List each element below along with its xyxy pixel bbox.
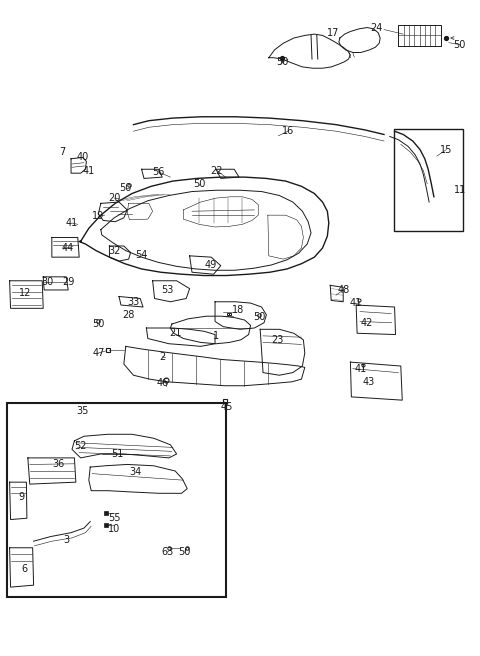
Text: 50: 50 bbox=[193, 178, 205, 189]
Text: 12: 12 bbox=[19, 287, 31, 298]
Text: 41: 41 bbox=[83, 165, 95, 176]
Text: 22: 22 bbox=[211, 165, 223, 176]
Text: 16: 16 bbox=[282, 126, 294, 136]
Text: 41: 41 bbox=[355, 364, 367, 375]
Text: 50: 50 bbox=[454, 39, 466, 50]
Text: 45: 45 bbox=[220, 401, 233, 412]
Text: 51: 51 bbox=[111, 449, 124, 459]
Text: 35: 35 bbox=[76, 406, 89, 417]
Text: 50: 50 bbox=[92, 319, 105, 329]
Text: 17: 17 bbox=[327, 28, 340, 38]
Text: 23: 23 bbox=[271, 335, 284, 345]
Text: 20: 20 bbox=[108, 193, 120, 203]
Text: 21: 21 bbox=[169, 328, 181, 338]
Text: 63: 63 bbox=[161, 547, 173, 558]
Text: 1: 1 bbox=[213, 331, 219, 341]
Text: 34: 34 bbox=[129, 467, 142, 478]
Text: 19: 19 bbox=[92, 211, 105, 222]
Text: 55: 55 bbox=[108, 513, 120, 523]
Text: 49: 49 bbox=[204, 260, 216, 270]
Text: 41: 41 bbox=[349, 298, 361, 308]
Text: 30: 30 bbox=[41, 277, 53, 287]
Text: 9: 9 bbox=[19, 492, 24, 502]
Text: 47: 47 bbox=[92, 348, 105, 358]
Text: 42: 42 bbox=[361, 318, 373, 328]
Text: 40: 40 bbox=[76, 152, 89, 163]
Text: 43: 43 bbox=[362, 377, 375, 387]
Text: 56: 56 bbox=[152, 167, 165, 177]
Text: 6: 6 bbox=[21, 564, 27, 574]
Text: 24: 24 bbox=[371, 23, 383, 33]
Text: 7: 7 bbox=[59, 147, 66, 157]
Text: 2: 2 bbox=[159, 352, 166, 362]
Text: 52: 52 bbox=[74, 441, 87, 451]
Text: 15: 15 bbox=[440, 144, 453, 155]
Text: 54: 54 bbox=[135, 249, 148, 260]
Bar bbox=[394, 129, 463, 231]
Text: 50: 50 bbox=[120, 182, 132, 193]
Text: 11: 11 bbox=[454, 185, 466, 195]
Text: 33: 33 bbox=[127, 297, 140, 307]
Text: 53: 53 bbox=[161, 285, 173, 295]
Text: 41: 41 bbox=[66, 218, 78, 228]
Text: 44: 44 bbox=[61, 243, 73, 253]
Text: 32: 32 bbox=[108, 245, 120, 256]
Text: 50: 50 bbox=[276, 57, 288, 68]
Text: 3: 3 bbox=[63, 535, 69, 545]
Text: 28: 28 bbox=[122, 310, 135, 320]
Text: 10: 10 bbox=[108, 524, 120, 535]
Text: 46: 46 bbox=[156, 378, 168, 388]
Text: 48: 48 bbox=[337, 285, 349, 295]
Text: 29: 29 bbox=[62, 277, 74, 287]
Text: 36: 36 bbox=[52, 459, 65, 470]
Text: 50: 50 bbox=[179, 547, 191, 558]
Bar bbox=[7, 403, 226, 597]
Text: 50: 50 bbox=[253, 312, 265, 322]
Text: 18: 18 bbox=[231, 305, 244, 316]
